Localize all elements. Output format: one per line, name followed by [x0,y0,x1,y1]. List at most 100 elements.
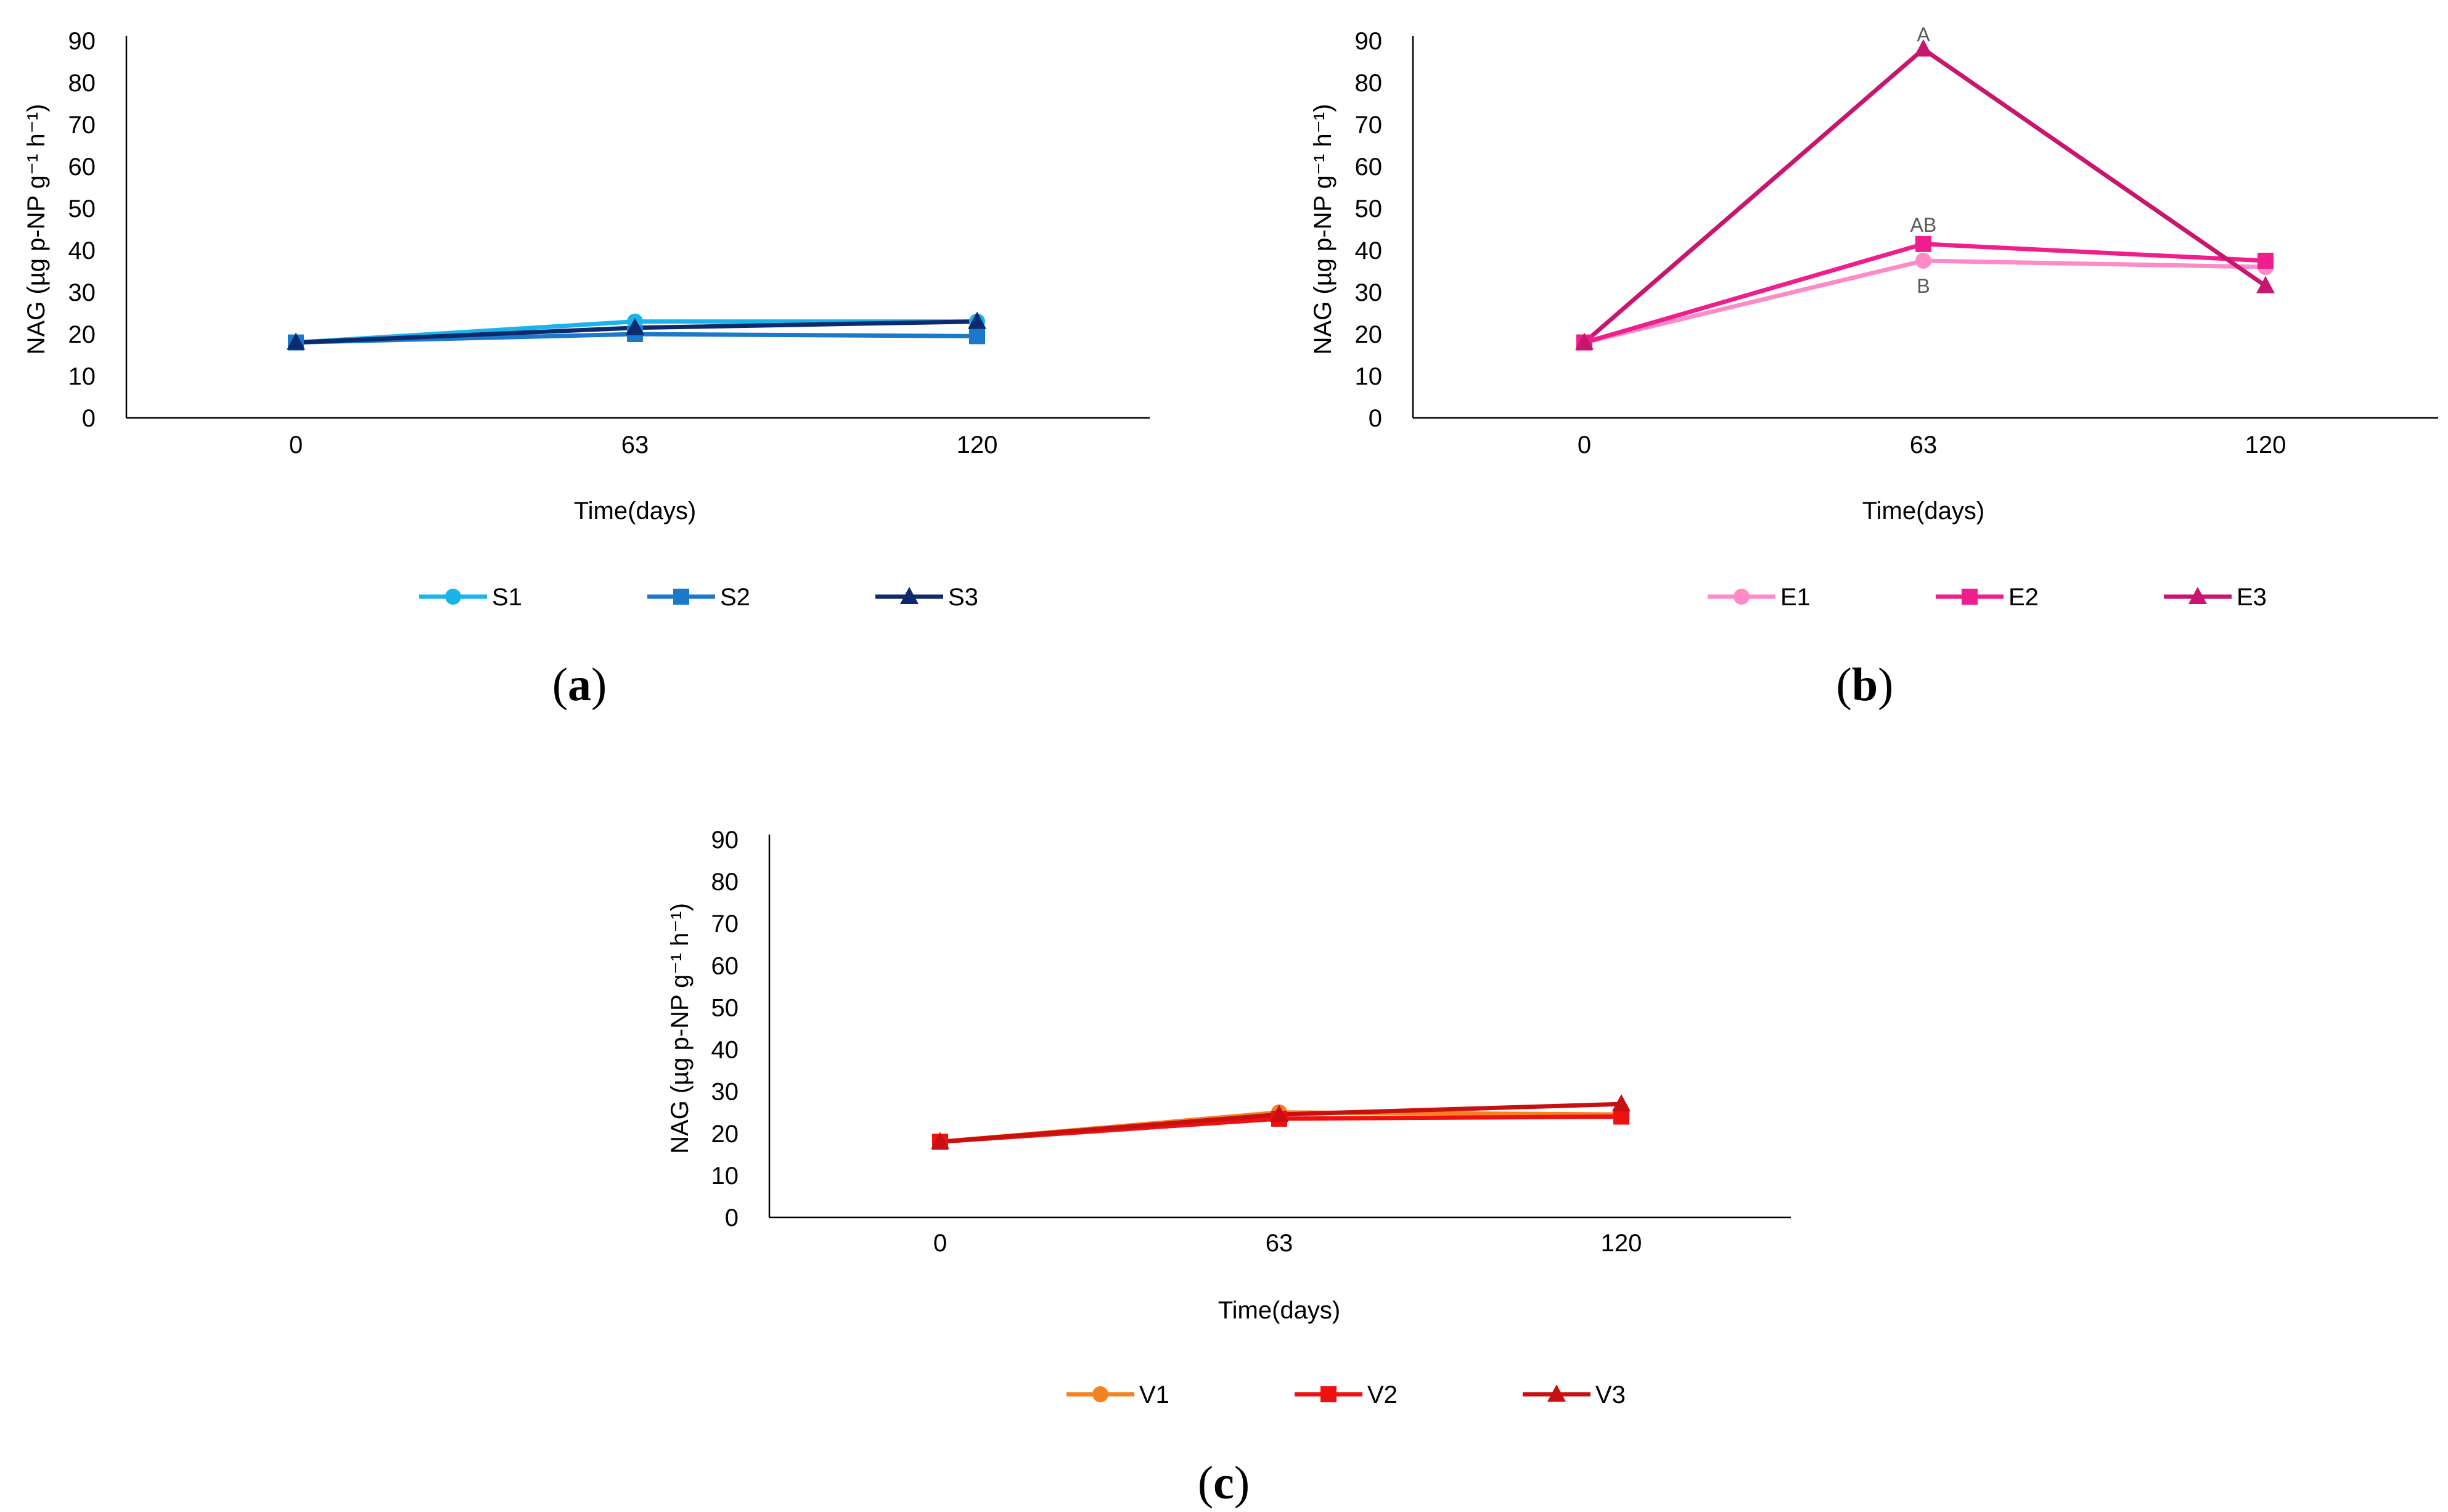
x-tick-label: 0 [1578,431,1591,459]
data-point-s3 [626,317,644,335]
y-tick-label: 90 [711,827,739,854]
legend: V1 V2 V3 [1066,1381,1626,1408]
y-tick-label: 90 [1355,28,1383,55]
series-line-e3 [1582,47,2268,345]
significance-label: A [1917,23,1930,46]
x-tick-label: 120 [2245,431,2286,459]
legend-label: V3 [1595,1381,1626,1408]
chart-panel-b: 0 10 20 30 40 50 60 70 80 90 0 63 120 Time(days) NAG (… [1309,23,2438,711]
caption-open: ( [1836,659,1852,711]
y-tick-label: 30 [711,1079,739,1106]
y-tick-label: 0 [1369,405,1382,432]
x-tick-label: 63 [621,431,649,459]
data-point-e3 [1914,39,1933,57]
data-point-e3 [2256,276,2275,293]
x-tick-label: 120 [1601,1230,1642,1257]
caption-close: ) [591,659,607,711]
y-tick-label: 70 [1355,112,1383,139]
y-tick-label: 60 [711,952,739,979]
legend-item-e1: E1 [1708,584,1811,611]
y-tick-label: 70 [711,910,739,938]
legend-label: E3 [2237,584,2267,611]
legend-item-e2: E2 [1936,584,2039,611]
x-tick-label: 0 [289,431,303,459]
data-point-e2 [2258,253,2274,269]
legend-item-v2: V2 [1295,1381,1398,1408]
y-tick-label: 20 [711,1121,739,1148]
legend-marker [900,587,919,604]
x-tick-label: 63 [1266,1230,1293,1257]
caption-close: ) [1878,659,1893,711]
chart-panel-c: 0 10 20 30 40 50 60 70 80 90 0 63 120 Time(days) NAG (… [666,827,1791,1509]
y-tick-label: 10 [68,363,96,390]
legend-marker [2188,587,2207,604]
legend-label: V2 [1367,1381,1398,1408]
legend-marker [1092,1386,1108,1402]
data-point-v3 [931,1132,949,1150]
y-tick-label: 60 [68,153,96,181]
y-tick-label: 10 [711,1163,739,1190]
panel-caption: (c) [1198,1457,1250,1509]
y-tick-label: 80 [68,70,96,97]
legend-label: E1 [1780,584,1811,611]
x-tick-label: 63 [1910,431,1938,459]
chart-panel-a: 0 10 20 30 40 50 60 70 80 90 0 63 120 Time(days) NAG (… [23,28,1150,711]
y-tick-label: 0 [725,1204,739,1232]
y-tick-label: 40 [68,237,96,264]
y-tick-label: 50 [711,994,739,1021]
data-point-e2 [1915,235,1931,252]
y-tick-label: 40 [1355,237,1383,264]
y-tick-label: 80 [711,868,739,896]
data-point-e3 [1575,332,1594,350]
data-point-v3 [1270,1105,1288,1122]
legend-marker [673,589,689,605]
x-axis-label: Time(days) [1218,1297,1341,1324]
legend-item-s1: S1 [419,584,522,611]
caption-close: ) [1234,1457,1250,1509]
y-tick-label: 20 [68,321,96,348]
legend-item-s3: S3 [875,584,978,611]
x-axis-label: Time(days) [1862,497,1985,525]
legend-item-e3: E3 [2164,584,2267,611]
legend-marker [1734,589,1750,605]
caption-open: ( [1198,1457,1213,1509]
caption-letter: b [1852,659,1878,711]
y-tick-label: 50 [1355,195,1383,223]
y-tick-label: 10 [1355,363,1383,390]
y-tick-label: 80 [1355,70,1383,97]
y-tick-label: 60 [1355,153,1383,181]
significance-label: AB [1910,214,1937,236]
series-line-e1 [1582,258,2268,345]
caption-letter: c [1213,1457,1234,1509]
significance-label: B [1917,275,1930,297]
x-axis-label: Time(days) [574,497,697,525]
legend-marker [1962,589,1978,605]
y-axis-label: NAG (µg p-NP g⁻¹ h⁻¹) [1309,104,1337,355]
caption-open: ( [552,659,568,711]
legend: S1 S2 S3 [419,584,978,611]
legend-label: S1 [492,584,522,611]
x-tick-label: 0 [933,1230,947,1257]
legend-marker [445,589,461,605]
y-tick-label: 40 [711,1037,739,1064]
panel-caption: (b) [1836,659,1894,711]
y-axis-label: NAG (µg p-NP g⁻¹ h⁻¹) [23,104,50,355]
y-tick-label: 70 [68,112,96,139]
y-tick-label: 0 [82,405,96,432]
y-tick-label: 90 [68,28,96,55]
caption-letter: a [568,659,591,711]
legend-item-v1: V1 [1066,1381,1169,1408]
data-point-s3 [968,311,986,329]
data-point-s3 [287,332,305,350]
legend-marker [1320,1386,1337,1402]
data-point-e1 [1915,253,1931,269]
y-tick-label: 50 [68,195,96,223]
legend-marker [1547,1384,1566,1402]
legend-item-v3: V3 [1523,1381,1626,1408]
legend-label: V1 [1139,1381,1169,1408]
y-tick-label: 30 [1355,279,1383,306]
panel-caption: (a) [552,659,607,711]
y-tick-label: 30 [68,279,96,306]
legend-label: E2 [2008,584,2039,611]
